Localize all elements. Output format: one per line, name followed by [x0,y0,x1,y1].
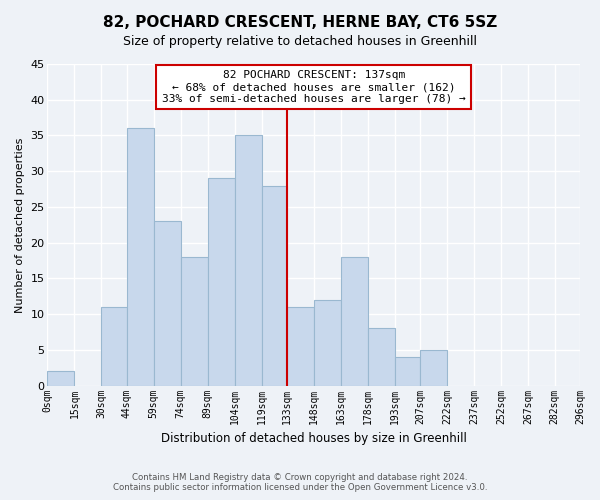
Bar [181,257,208,386]
Bar [287,307,314,386]
Bar [208,178,235,386]
Text: 82, POCHARD CRESCENT, HERNE BAY, CT6 5SZ: 82, POCHARD CRESCENT, HERNE BAY, CT6 5SZ [103,15,497,30]
Bar [341,257,368,386]
Bar [154,221,181,386]
Bar [101,307,127,386]
Text: 82 POCHARD CRESCENT: 137sqm
← 68% of detached houses are smaller (162)
33% of se: 82 POCHARD CRESCENT: 137sqm ← 68% of det… [162,70,466,104]
Bar [47,372,74,386]
Bar [395,357,420,386]
Bar [262,186,287,386]
Bar [235,136,262,386]
Text: Size of property relative to detached houses in Greenhill: Size of property relative to detached ho… [123,35,477,48]
Bar [127,128,154,386]
Bar [314,300,341,386]
Bar [420,350,447,386]
Bar [368,328,395,386]
Y-axis label: Number of detached properties: Number of detached properties [15,137,25,312]
Text: Contains HM Land Registry data © Crown copyright and database right 2024.
Contai: Contains HM Land Registry data © Crown c… [113,473,487,492]
X-axis label: Distribution of detached houses by size in Greenhill: Distribution of detached houses by size … [161,432,467,445]
